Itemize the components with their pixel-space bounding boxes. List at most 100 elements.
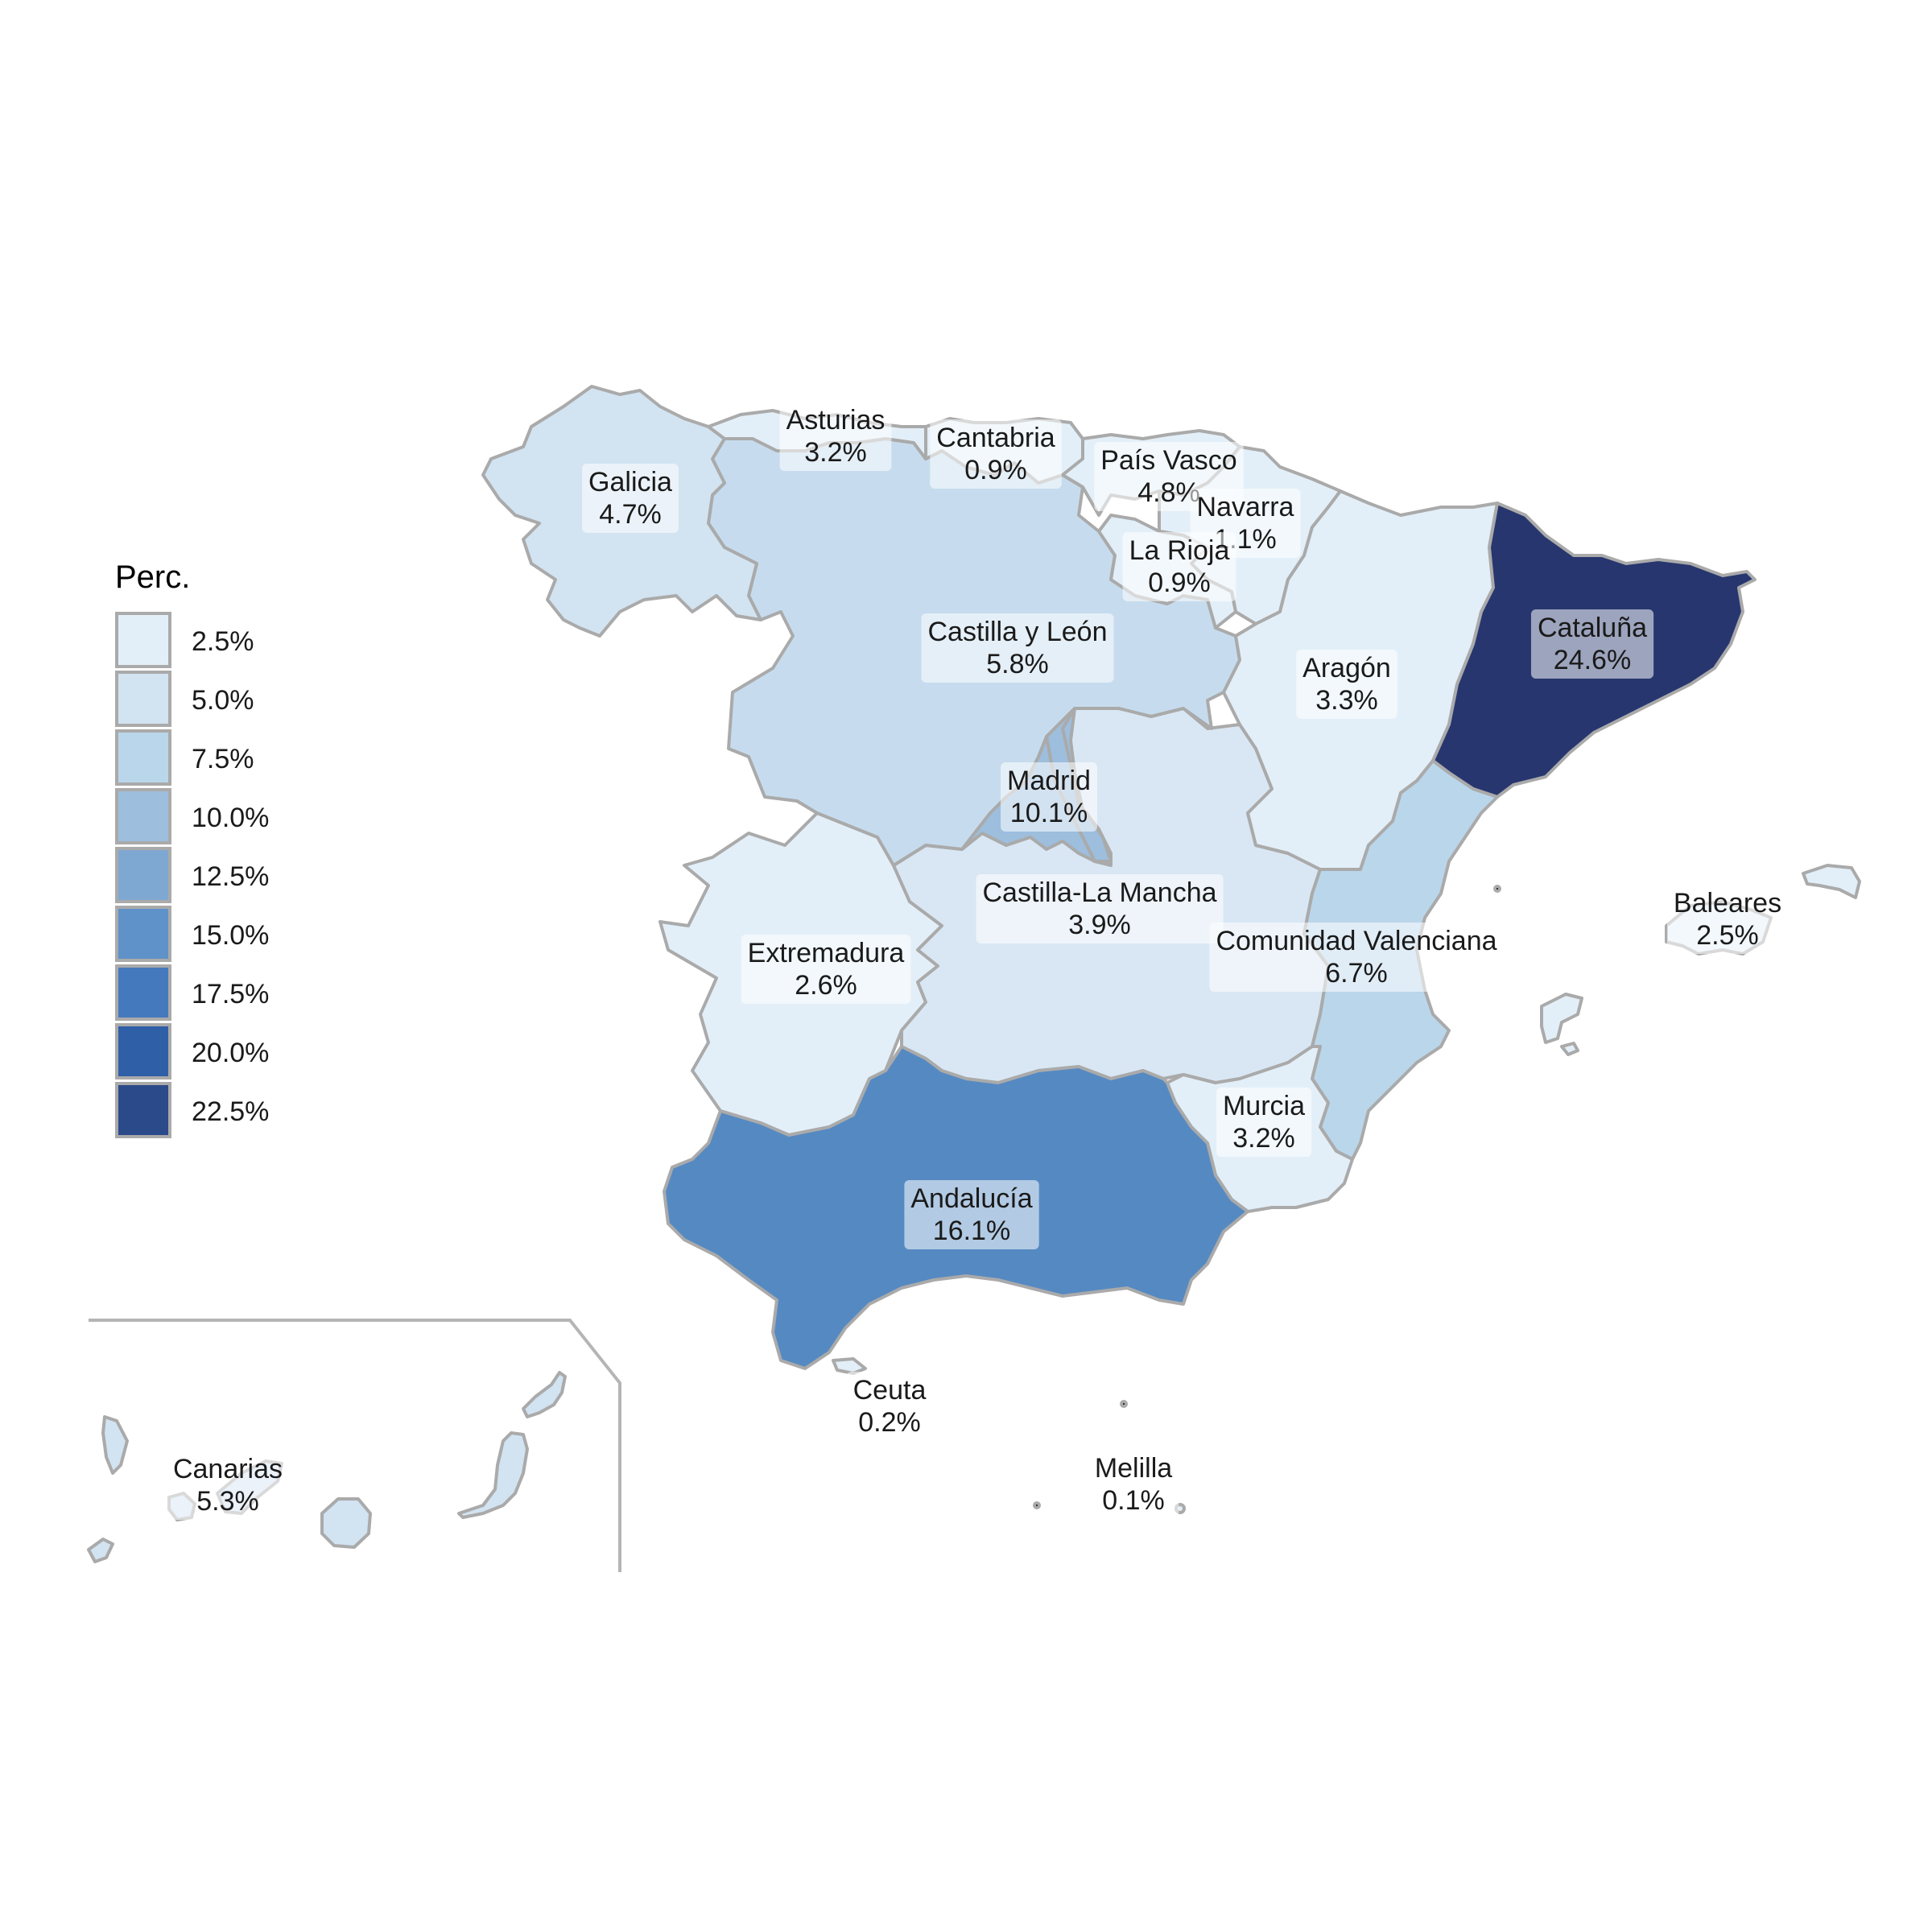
region-name: Asturias: [786, 405, 886, 436]
legend-label: 2.5%: [192, 626, 254, 657]
region-name: Comunidad Valenciana: [1216, 926, 1496, 956]
legend-label: 20.0%: [192, 1038, 269, 1068]
label-andalucia: Andalucía 16.1%: [904, 1180, 1039, 1249]
island-la-palma: [101, 1415, 129, 1475]
label-baleares: Baleares 2.5%: [1666, 885, 1789, 954]
legend-item: 12.5%: [115, 847, 269, 903]
region-value: 0.9%: [964, 455, 1027, 485]
region-name: Galicia: [588, 467, 672, 497]
region-value: 5.3%: [196, 1486, 259, 1517]
city-ceuta: [832, 1357, 867, 1375]
region-value: 4.8%: [1137, 477, 1200, 508]
label-valenciana: Comunidad Valenciana 6.7%: [1209, 923, 1504, 992]
legend-key: [115, 964, 171, 1021]
region-value: 6.7%: [1325, 958, 1388, 989]
islet-dot-1: [1120, 1400, 1128, 1408]
region-value: 2.5%: [1696, 920, 1759, 951]
region-value: 0.1%: [1102, 1485, 1165, 1516]
label-extremadura: Extremadura 2.6%: [741, 935, 911, 1004]
label-aragon: Aragón 3.3%: [1296, 650, 1397, 719]
island-menorca: [1802, 864, 1861, 899]
label-box: [1209, 923, 1504, 992]
label-box: [904, 1180, 1039, 1249]
label-box: [779, 402, 892, 471]
legend-label: 10.0%: [192, 803, 269, 833]
legend-label: 22.5%: [192, 1096, 269, 1127]
label-box: [1216, 1088, 1312, 1157]
legend-key: [115, 788, 171, 844]
label-box: [921, 613, 1114, 683]
region-value: 4.7%: [599, 499, 662, 530]
legend-label: 17.5%: [192, 979, 269, 1009]
region-name: Ceuta: [853, 1375, 927, 1406]
region-value: 2.6%: [795, 970, 857, 1001]
island-gran-canaria: [320, 1497, 372, 1549]
label-box: [166, 1451, 290, 1520]
legend-item: 2.5%: [115, 612, 254, 668]
legend-key: [115, 612, 171, 668]
island-fuerteventura: [457, 1431, 529, 1519]
region-value: 24.6%: [1554, 645, 1631, 675]
label-ceuta: Ceuta 0.2%: [846, 1372, 933, 1441]
legend-item: 22.5%: [115, 1082, 269, 1138]
label-murcia: Murcia 3.2%: [1216, 1088, 1312, 1157]
legend-item: 17.5%: [115, 964, 269, 1021]
label-galicia: Galicia 4.7%: [582, 464, 679, 533]
region-value: 10.1%: [1010, 798, 1088, 828]
label-box: [930, 419, 1062, 489]
legend-key: [115, 1082, 171, 1138]
canarias-inset-frame: [89, 1319, 621, 1572]
label-box: [1530, 609, 1654, 679]
label-canarias: Canarias 5.3%: [166, 1451, 290, 1520]
legend-item: 5.0%: [115, 671, 254, 727]
label-box: [1296, 650, 1397, 719]
legend-item: 10.0%: [115, 788, 269, 844]
label-box: [1001, 762, 1097, 832]
label-la-rioja: La Rioja 0.9%: [1122, 532, 1236, 601]
region-name: Castilla-La Mancha: [982, 877, 1216, 908]
legend-key: [115, 729, 171, 786]
label-box: [1088, 1450, 1179, 1519]
region-name: Murcia: [1223, 1091, 1305, 1121]
legend-item: 7.5%: [115, 729, 254, 786]
region-name: Andalucía: [910, 1183, 1032, 1214]
label-box: [846, 1372, 933, 1441]
label-melilla: Melilla 0.1%: [1088, 1450, 1179, 1519]
region-value: 3.9%: [1068, 910, 1131, 940]
region-name: Extremadura: [748, 938, 905, 968]
region-name: Navarra: [1197, 492, 1294, 522]
legend-item: 20.0%: [115, 1023, 269, 1080]
label-cantabria: Cantabria 0.9%: [930, 419, 1062, 489]
region-name: Melilla: [1095, 1453, 1172, 1484]
region-value: 3.2%: [1232, 1123, 1295, 1154]
region-value: 0.2%: [858, 1407, 921, 1438]
islet-dot-3: [1033, 1501, 1041, 1509]
legend-title: Perc.: [115, 559, 190, 595]
legend-label: 7.5%: [192, 744, 254, 774]
legend: Perc. 2.5% 5.0% 7.5% 10.0% 12.5% 15.0% 1…: [115, 559, 269, 1138]
labels-layer: Galicia 4.7% Asturias 3.2% Cantabria 0.9…: [166, 402, 1789, 1520]
legend-label: 15.0%: [192, 920, 269, 951]
label-box: [976, 874, 1224, 943]
legend-item: 15.0%: [115, 906, 269, 962]
region-name: Cataluña: [1538, 613, 1647, 643]
island-lanzarote: [522, 1371, 567, 1418]
label-cataluna: Cataluña 24.6%: [1530, 609, 1654, 679]
label-castilla-la-mancha: Castilla-La Mancha 3.9%: [976, 874, 1224, 943]
island-el-hierro: [87, 1538, 114, 1563]
island-ibiza: [1540, 993, 1583, 1044]
label-box: [1666, 885, 1789, 954]
legend-label: 12.5%: [192, 861, 269, 892]
label-box: [1122, 532, 1236, 601]
region-value: 3.2%: [804, 437, 867, 468]
region-name: Cantabria: [936, 423, 1055, 453]
legend-key: [115, 847, 171, 903]
legend-key: [115, 1023, 171, 1080]
island-formentera: [1560, 1042, 1579, 1056]
label-box: [582, 464, 679, 533]
region-value: 5.8%: [986, 649, 1049, 679]
region-name: Madrid: [1007, 766, 1091, 796]
region-name: País Vasco: [1100, 445, 1236, 476]
region-value: 16.1%: [933, 1216, 1010, 1246]
